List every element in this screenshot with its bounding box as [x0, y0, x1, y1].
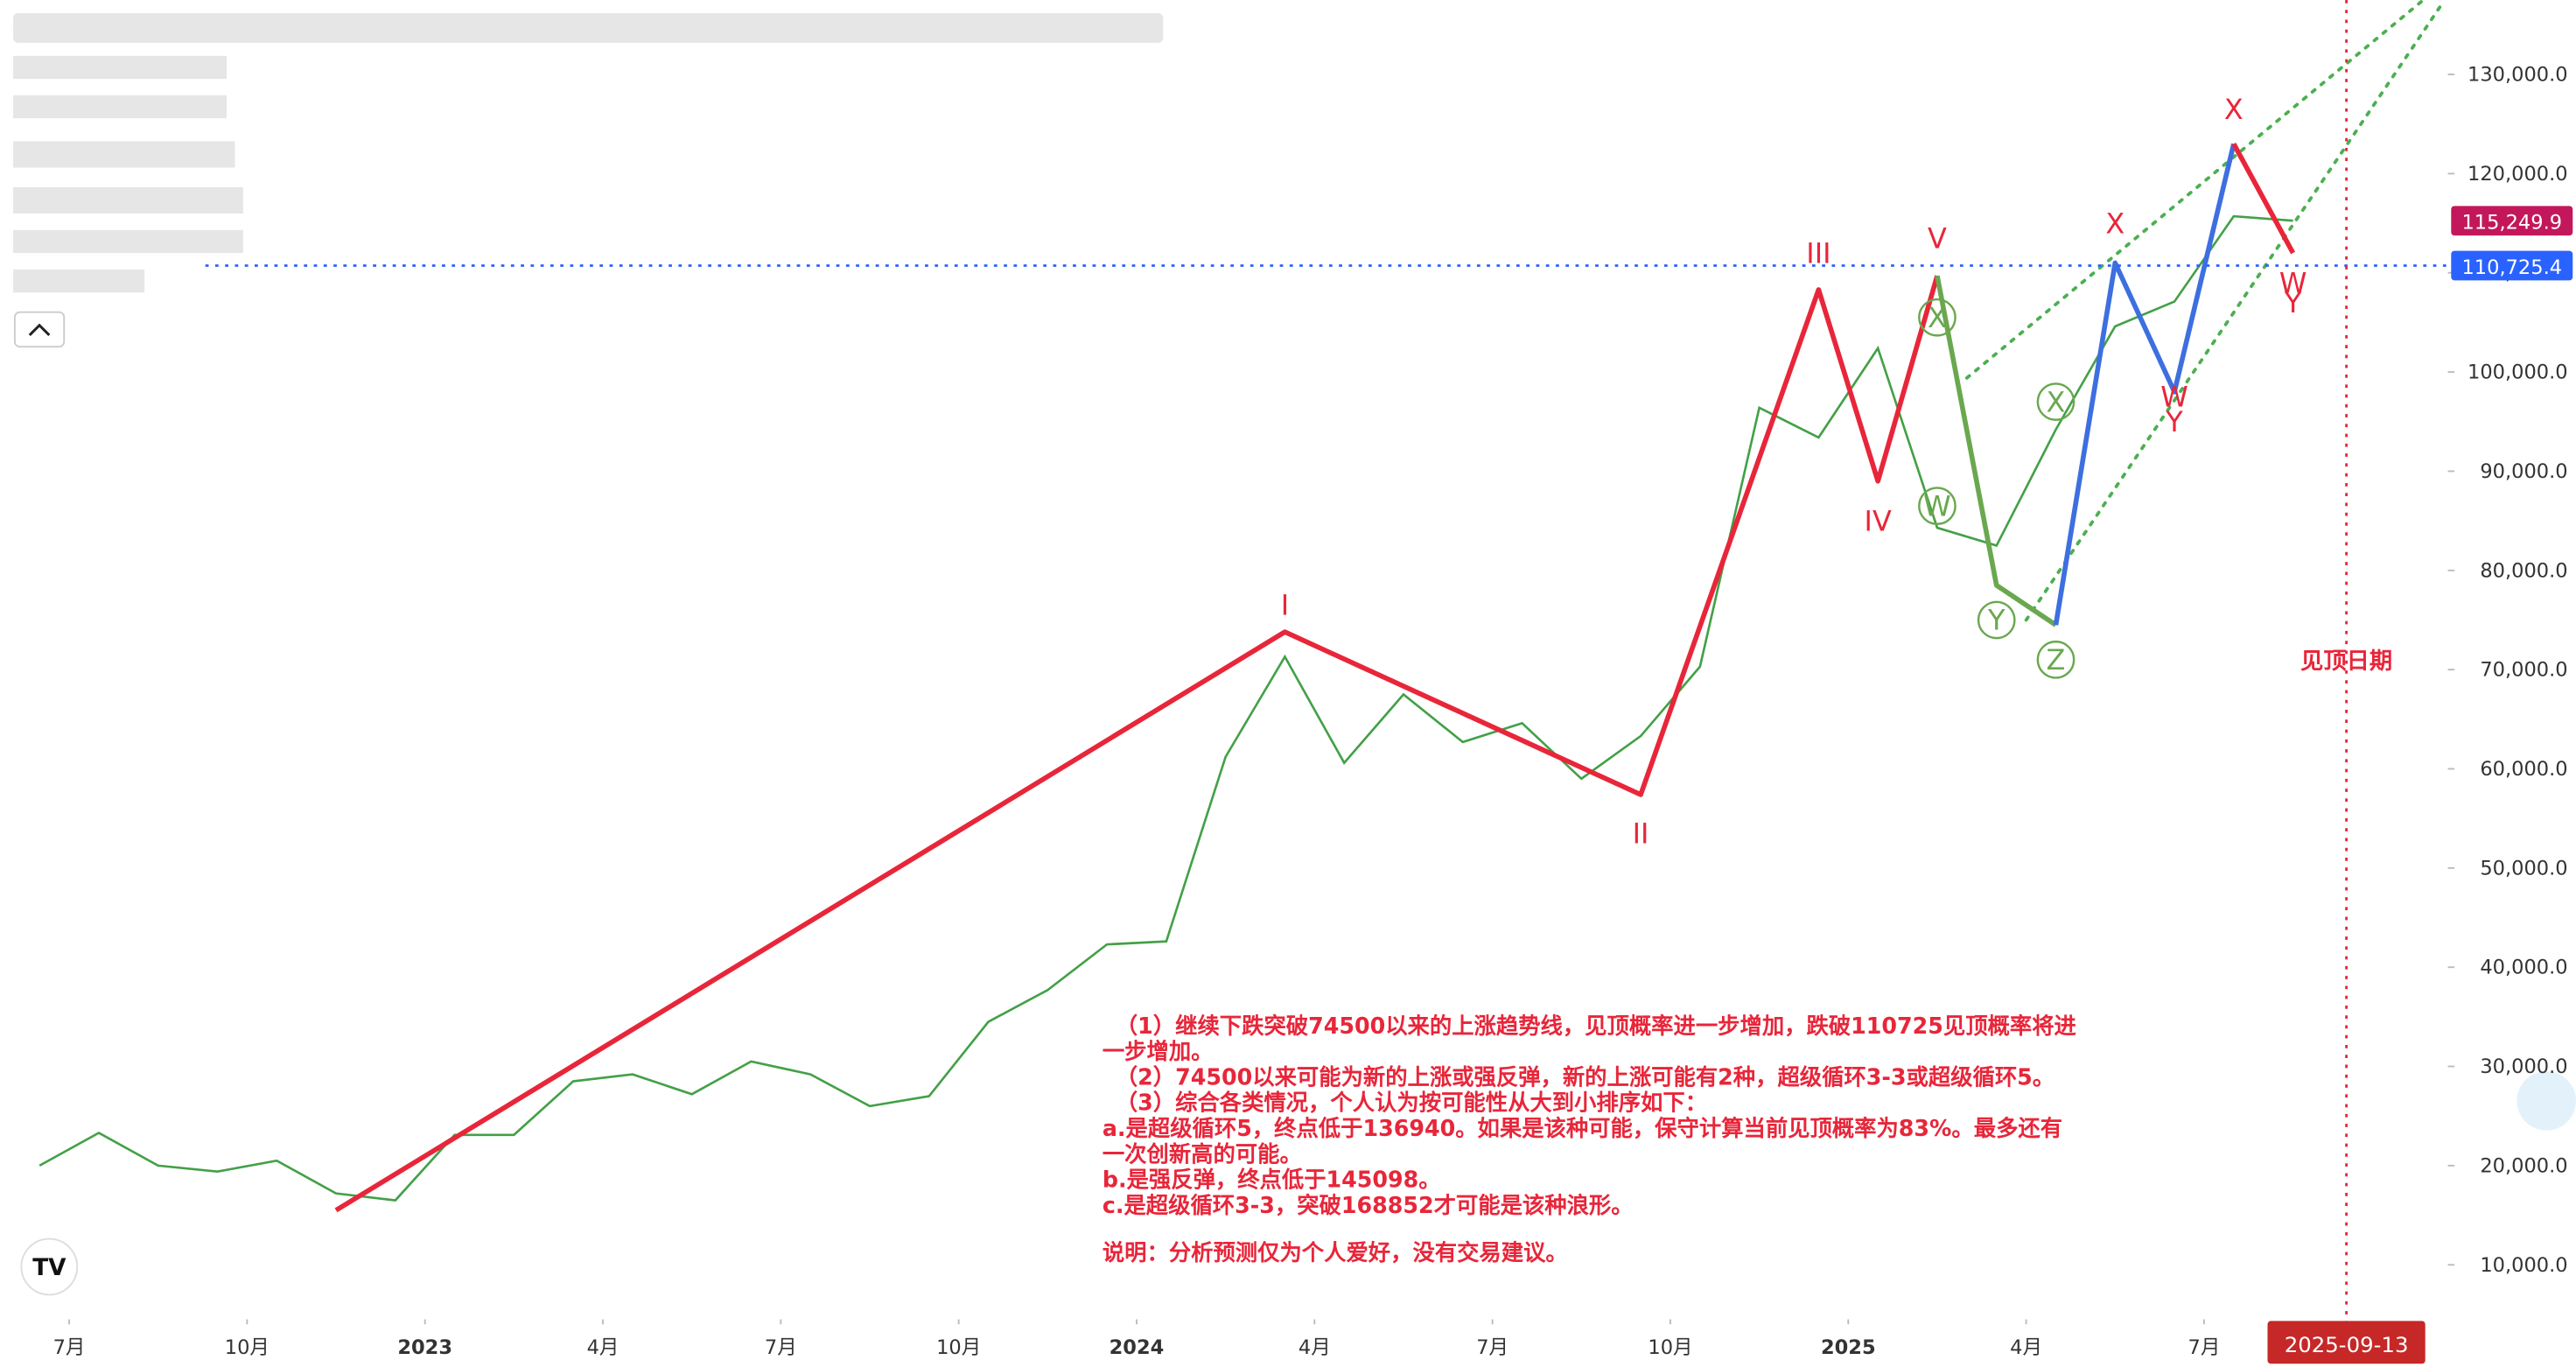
note-line: （3）综合各类情况，个人认为按可能性从大到小排序如下：	[1116, 1090, 1707, 1116]
x-tick-label: 4月	[2010, 1336, 2042, 1359]
y-tick-label: 30,000.0	[2480, 1055, 2567, 1078]
y-tick-label: 40,000.0	[2480, 957, 2567, 979]
x-tick-label: 7月	[765, 1336, 797, 1359]
collapse-button[interactable]	[13, 311, 66, 348]
x-tick-label: 2025	[1821, 1336, 1876, 1359]
y-tick-label: 100,000.0	[2468, 361, 2568, 384]
x-tick-label: 2024	[1110, 1336, 1165, 1359]
y-tick-label: 120,000.0	[2468, 163, 2568, 186]
x-tick-label: 10月	[225, 1336, 270, 1359]
logo[interactable]	[20, 1237, 79, 1296]
wave-label: II	[1633, 817, 1649, 850]
y-tick-label: 90,000.0	[2480, 460, 2567, 483]
blurred-row	[13, 55, 228, 80]
wave-label: Z	[2047, 643, 2066, 676]
x-tick-label: 4月	[587, 1336, 620, 1359]
wave-label-circle	[1918, 298, 1956, 337]
wave-label-circle	[2036, 382, 2076, 421]
top-date-annotation: 见顶日期	[2300, 648, 2392, 675]
y-tick-label: 70,000.0	[2480, 659, 2567, 682]
x-tick-label: 7月	[1476, 1336, 1508, 1359]
blurred-title	[13, 13, 1164, 43]
blurred-row	[13, 95, 228, 119]
y-tick-label: 60,000.0	[2480, 758, 2567, 781]
x-tick-label: 10月	[1648, 1336, 1692, 1359]
wave-label-circle	[2036, 640, 2076, 679]
wave-label: X	[1928, 301, 1947, 334]
wave-label: III	[1806, 236, 1830, 270]
top-date-label: 2025-09-13	[2285, 1332, 2409, 1357]
note-line: 一次创新高的可能。	[1102, 1140, 1302, 1167]
x-tick-label: 4月	[1298, 1336, 1331, 1359]
wave-label: V	[1928, 221, 1947, 255]
wave-line	[2231, 143, 2296, 255]
trendline	[1964, 0, 2426, 380]
wave-label: X	[2105, 207, 2124, 240]
price-line	[38, 214, 2293, 1202]
wave-line	[1935, 275, 2058, 627]
chat-button[interactable]	[2516, 1071, 2576, 1131]
note-line: b.是强反弹，终点低于145098。	[1102, 1167, 1441, 1193]
disclaimer: 说明：分析预测仅为个人爱好，没有交易建议。	[1102, 1239, 1568, 1265]
top-date-tag	[2267, 1321, 2426, 1364]
wave-label: X	[2224, 93, 2244, 126]
y-tick-label: 130,000.0	[2468, 64, 2568, 87]
blurred-row	[13, 187, 243, 214]
x-tick-label: 2023	[397, 1336, 452, 1359]
note-line: （2）74500以来可能为新的上涨或强反弹，新的上涨可能有2种，超级循环3-3或…	[1116, 1063, 2054, 1090]
trendline	[2024, 3, 2443, 622]
y-tick-label: 50,000.0	[2480, 857, 2567, 880]
wave-line	[2053, 143, 2236, 626]
price-tag	[2451, 206, 2573, 236]
wave-label: Y	[2284, 286, 2302, 319]
wave-label: I	[1281, 589, 1289, 622]
y-tick-label: 20,000.0	[2480, 1154, 2567, 1177]
blurred-header	[13, 13, 1164, 293]
note-line: c.是超级循环3-3，突破168852才可能是该种浪形。	[1102, 1192, 1634, 1218]
note-line: （1）继续下跌突破74500以来的上涨趋势线，见顶概率进一步增加，跌破11072…	[1116, 1013, 2077, 1039]
wave-label-circle	[1977, 600, 2016, 640]
wave-label: W	[2160, 381, 2188, 414]
wave-label: Y	[1987, 604, 2006, 637]
y-tick-label: 80,000.0	[2480, 559, 2567, 582]
price-tag-label: 110,725.4	[2461, 256, 2562, 279]
wave-label: W	[2279, 266, 2307, 299]
wave-label: W	[1923, 489, 1951, 522]
wave-label: Y	[2165, 405, 2183, 438]
x-tick-label: 7月	[2188, 1336, 2221, 1359]
wave-line	[334, 275, 1940, 1213]
wave-label: IV	[1865, 504, 1892, 537]
logo-mark: TV	[32, 1255, 66, 1281]
price-tag-label: 115,249.9	[2461, 212, 2562, 235]
blurred-row	[13, 141, 235, 168]
y-tick-label: 10,000.0	[2480, 1254, 2567, 1277]
collapse-icon	[28, 323, 51, 337]
x-tick-label: 7月	[53, 1336, 86, 1359]
note-line: a.是超级循环5，终点低于136940。如果是该种可能，保守计算当前见顶概率为8…	[1102, 1115, 2062, 1141]
blurred-row	[13, 229, 243, 254]
x-tick-label: 10月	[936, 1336, 981, 1359]
price-tag	[2451, 250, 2573, 281]
wave-label: X	[2047, 385, 2066, 418]
note-line: 一步增加。	[1102, 1038, 1214, 1064]
blurred-row	[13, 269, 145, 293]
wave-label-circle	[1918, 487, 1956, 525]
